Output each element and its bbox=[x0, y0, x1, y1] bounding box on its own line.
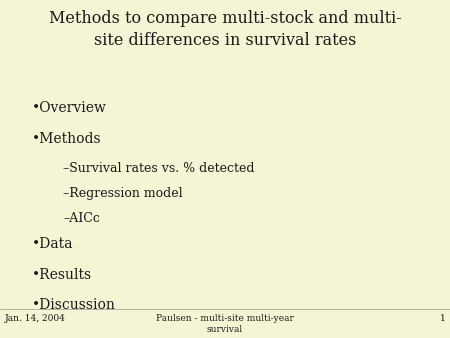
Text: •Results: •Results bbox=[32, 268, 92, 282]
Text: •Overview: •Overview bbox=[32, 101, 106, 115]
Text: •Discussion: •Discussion bbox=[32, 298, 115, 312]
Text: –AICc: –AICc bbox=[63, 212, 100, 225]
Text: •Methods: •Methods bbox=[32, 132, 101, 146]
Text: –Survival rates vs. % detected: –Survival rates vs. % detected bbox=[63, 162, 255, 175]
Text: Methods to compare multi-stock and multi-
site differences in survival rates: Methods to compare multi-stock and multi… bbox=[49, 10, 401, 49]
Text: –Regression model: –Regression model bbox=[63, 187, 183, 200]
Text: 1: 1 bbox=[440, 314, 446, 323]
Text: •Data: •Data bbox=[32, 237, 73, 251]
Text: Paulsen - multi-site multi-year
survival: Paulsen - multi-site multi-year survival bbox=[156, 314, 294, 334]
Text: Jan. 14, 2004: Jan. 14, 2004 bbox=[4, 314, 65, 323]
